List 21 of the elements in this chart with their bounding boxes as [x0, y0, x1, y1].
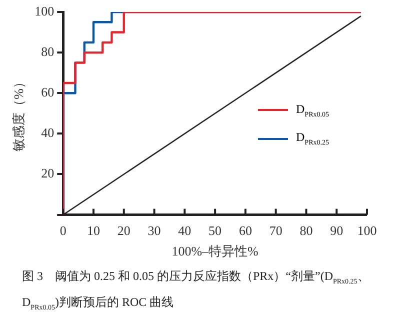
legend-label: D$_{PRx0.05}$ [296, 102, 329, 118]
x-tick-label: 70 [269, 223, 282, 238]
y-axis-title: 敏感度（%） [11, 75, 26, 152]
x-tick-label: 50 [208, 223, 222, 238]
x-tick-label: 90 [330, 223, 344, 238]
x-tick-label: 10 [86, 223, 100, 238]
x-tick-label: 40 [178, 223, 192, 238]
x-tick-label: 0 [60, 223, 66, 238]
y-tick-label: 60 [41, 84, 54, 100]
legend-label: D$_{PRx0.25}$ [296, 130, 329, 147]
y-tick-label: 100 [34, 3, 54, 18]
x-tick-label: 60 [238, 223, 252, 238]
y-tick-label: 40 [41, 125, 54, 140]
text: 图 3 阈值为 0.25 和 0.05 的压力反应指数（PRx）“剂量”(D$_{PRx0.25}$、D$_{PRx0.05}$)判断预后的 ROC 曲线 [22, 269, 370, 312]
x-tick-label: 80 [300, 223, 313, 238]
x-tick-label: 20 [117, 223, 130, 238]
y-tick-label: 80 [41, 44, 54, 59]
x-axis-title: 100%–特异性% [172, 244, 259, 259]
y-tick-label: 20 [41, 166, 54, 181]
x-tick-label: 100 [357, 223, 377, 238]
x-tick-label: 30 [148, 223, 161, 238]
